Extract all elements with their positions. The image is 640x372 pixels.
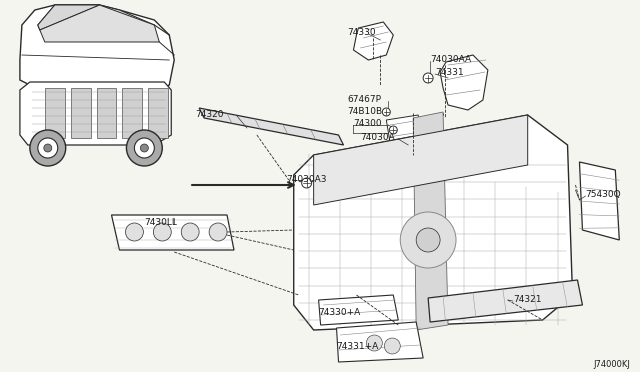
Polygon shape	[38, 5, 154, 30]
Polygon shape	[148, 88, 168, 138]
Circle shape	[154, 223, 172, 241]
Circle shape	[416, 228, 440, 252]
Circle shape	[134, 138, 154, 158]
Circle shape	[400, 212, 456, 268]
Text: 75430Q: 75430Q	[586, 190, 621, 199]
Circle shape	[382, 108, 390, 116]
Polygon shape	[122, 88, 142, 138]
Circle shape	[367, 335, 382, 351]
Polygon shape	[111, 215, 234, 250]
Circle shape	[30, 130, 66, 166]
Polygon shape	[314, 115, 528, 205]
Polygon shape	[70, 88, 91, 138]
Text: 74330: 74330	[348, 28, 376, 37]
Circle shape	[423, 73, 433, 83]
Polygon shape	[294, 115, 573, 330]
Text: 74300: 74300	[353, 119, 382, 128]
Text: 74321: 74321	[513, 295, 541, 304]
Polygon shape	[20, 5, 174, 90]
Polygon shape	[387, 115, 423, 150]
Circle shape	[125, 223, 143, 241]
Polygon shape	[428, 280, 582, 322]
Text: 74331+A: 74331+A	[337, 342, 379, 351]
Polygon shape	[40, 5, 159, 42]
Text: 74331: 74331	[435, 68, 464, 77]
Polygon shape	[45, 88, 65, 138]
Circle shape	[385, 338, 400, 354]
Circle shape	[301, 178, 312, 188]
Circle shape	[140, 144, 148, 152]
Polygon shape	[413, 112, 448, 330]
Circle shape	[209, 223, 227, 241]
Text: 74030AA: 74030AA	[430, 55, 471, 64]
Text: J74000KJ: J74000KJ	[593, 360, 630, 369]
Circle shape	[127, 130, 163, 166]
Text: 74320: 74320	[195, 110, 223, 119]
Polygon shape	[440, 55, 488, 110]
Circle shape	[44, 144, 52, 152]
Polygon shape	[353, 22, 394, 60]
Text: 67467P: 67467P	[348, 95, 381, 104]
Polygon shape	[20, 82, 172, 145]
Text: 74330+A: 74330+A	[319, 308, 361, 317]
Circle shape	[389, 126, 397, 134]
Circle shape	[181, 223, 199, 241]
Text: 7430LL: 7430LL	[145, 218, 177, 227]
Polygon shape	[579, 162, 620, 240]
Text: 74030A3: 74030A3	[285, 175, 326, 184]
Polygon shape	[319, 295, 398, 325]
Polygon shape	[97, 88, 116, 138]
Circle shape	[38, 138, 58, 158]
Polygon shape	[337, 322, 423, 362]
Text: 74030A: 74030A	[360, 133, 395, 142]
Polygon shape	[199, 108, 344, 145]
Polygon shape	[38, 5, 100, 30]
Text: 74B10B: 74B10B	[348, 107, 383, 116]
